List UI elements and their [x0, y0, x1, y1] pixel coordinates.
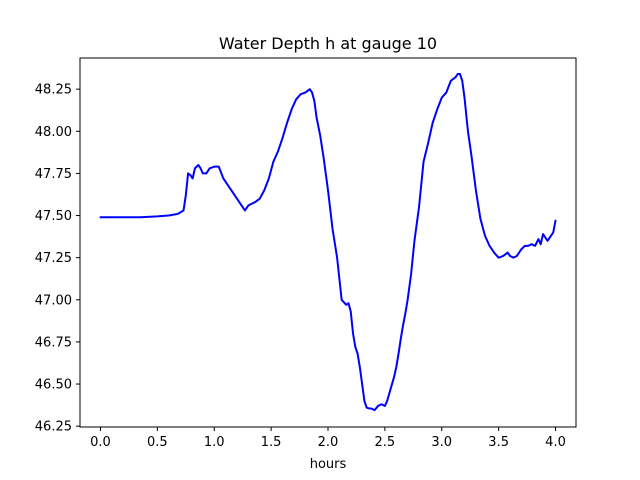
series-line: [99, 73, 557, 412]
x-tick-label: 3.0: [431, 435, 452, 450]
y-tick-label: 46.25: [35, 420, 72, 435]
y-tick-label: 47.75: [35, 167, 72, 182]
chart-title: Water Depth h at gauge 10: [219, 34, 437, 53]
x-tick-label: 3.5: [488, 435, 509, 450]
x-tick-label: 2.5: [375, 435, 396, 450]
ticks-layer: 0.0 0.5 1.0 1.5 2.0 2.5 3.0 3.5 4.0 46.25 46.50 46.…: [35, 83, 566, 450]
x-tick-label: 1.0: [204, 435, 225, 450]
y-tick-label: 46.50: [35, 378, 72, 393]
x-axis-label: hours: [310, 457, 347, 472]
x-tick-label: 0.0: [90, 435, 111, 450]
y-tick-label: 48.25: [35, 83, 72, 98]
x-tick-label: 1.5: [261, 435, 282, 450]
y-tick-label: 47.50: [35, 209, 72, 224]
plot-frame: [79, 57, 577, 428]
y-tick-label: 47.00: [35, 293, 72, 308]
x-tick-label: 4.0: [545, 435, 566, 450]
y-tick-label: 46.75: [35, 335, 72, 350]
plot-area: [80, 58, 576, 427]
x-tick-label: 2.0: [318, 435, 339, 450]
y-tick-label: 47.25: [35, 251, 72, 266]
y-tick-label: 48.00: [35, 125, 72, 140]
x-tick-label: 0.5: [147, 435, 168, 450]
